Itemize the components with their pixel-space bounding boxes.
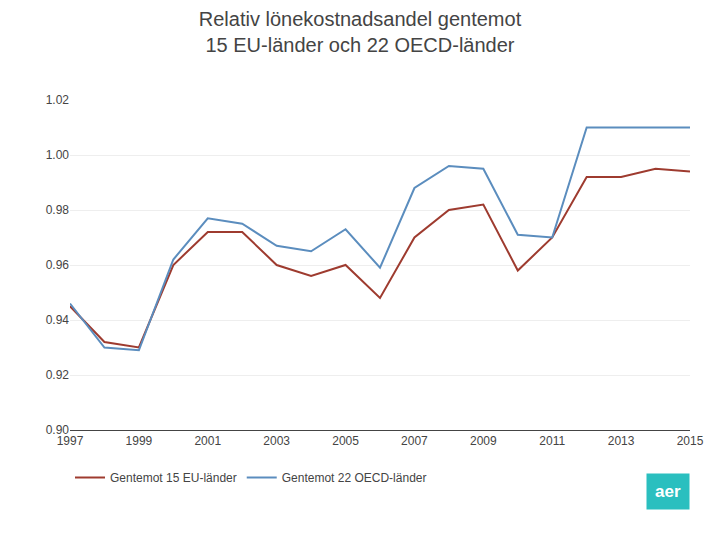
svg-text:Relativ lönekostnadsandel gent: Relativ lönekostnadsandel gentemot15 EU-… [199, 8, 522, 56]
svg-text:0.94: 0.94 [46, 313, 70, 327]
svg-text:1999: 1999 [126, 434, 153, 448]
svg-text:Gentemot 22 OECD-länder: Gentemot 22 OECD-länder [282, 471, 427, 485]
svg-text:2015: 2015 [677, 434, 704, 448]
svg-text:0.96: 0.96 [46, 258, 70, 272]
svg-text:2009: 2009 [470, 434, 497, 448]
svg-text:2003: 2003 [263, 434, 290, 448]
svg-text:1997: 1997 [57, 434, 84, 448]
svg-text:1.00: 1.00 [46, 148, 70, 162]
svg-text:2011: 2011 [539, 434, 565, 448]
svg-text:Gentemot 15 EU-länder: Gentemot 15 EU-länder [110, 471, 237, 485]
svg-text:0.92: 0.92 [46, 368, 70, 382]
svg-text:2005: 2005 [332, 434, 359, 448]
svg-text:0.90: 0.90 [46, 423, 70, 437]
svg-text:2013: 2013 [608, 434, 635, 448]
svg-text:1.02: 1.02 [46, 93, 70, 107]
svg-text:aer: aer [655, 482, 681, 501]
svg-text:2001: 2001 [194, 434, 221, 448]
svg-text:2007: 2007 [401, 434, 428, 448]
svg-text:0.98: 0.98 [46, 203, 70, 217]
